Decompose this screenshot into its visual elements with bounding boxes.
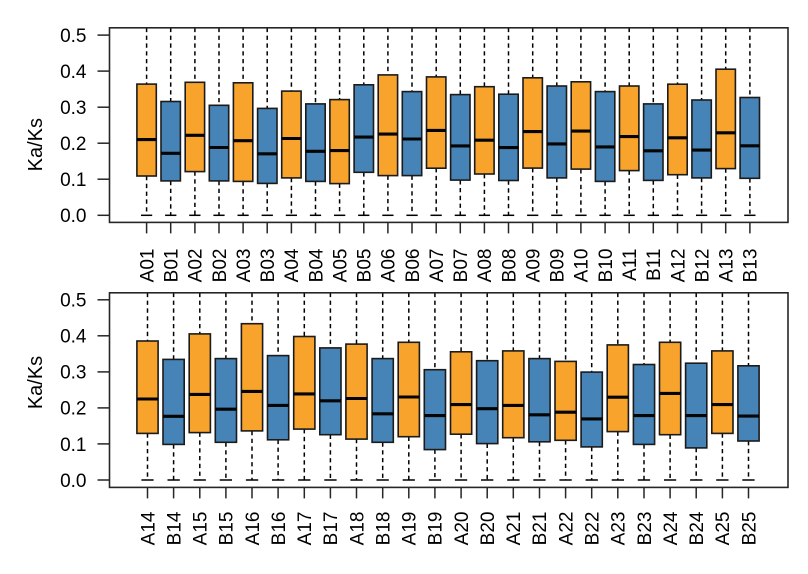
svg-text:A20: A20 — [452, 512, 473, 546]
svg-text:0.2: 0.2 — [60, 399, 86, 420]
svg-text:B16: B16 — [269, 512, 290, 546]
svg-text:0.5: 0.5 — [60, 291, 86, 312]
svg-text:B11: B11 — [644, 249, 665, 281]
svg-text:A01: A01 — [137, 249, 158, 283]
svg-text:B08: B08 — [499, 249, 520, 283]
svg-text:B19: B19 — [426, 512, 447, 546]
svg-text:A07: A07 — [427, 249, 448, 283]
svg-text:A22: A22 — [556, 512, 577, 546]
svg-text:0.4: 0.4 — [60, 327, 87, 348]
svg-text:0.1: 0.1 — [60, 170, 86, 191]
svg-text:B20: B20 — [478, 512, 499, 546]
svg-text:A12: A12 — [668, 249, 689, 283]
svg-text:A06: A06 — [379, 249, 400, 283]
svg-text:B09: B09 — [548, 249, 569, 283]
svg-text:B02: B02 — [210, 249, 231, 283]
svg-text:B04: B04 — [306, 248, 327, 282]
svg-text:B03: B03 — [258, 249, 279, 283]
svg-text:A08: A08 — [475, 249, 496, 283]
svg-text:A09: A09 — [524, 249, 545, 283]
svg-text:A10: A10 — [572, 249, 593, 283]
svg-text:A19: A19 — [400, 512, 421, 546]
svg-text:B21: B21 — [530, 512, 551, 546]
svg-text:A24: A24 — [661, 511, 682, 545]
svg-text:A04: A04 — [282, 248, 303, 282]
svg-text:0.3: 0.3 — [60, 98, 86, 119]
svg-text:B24: B24 — [687, 511, 708, 545]
svg-text:B13: B13 — [741, 249, 762, 283]
svg-text:0.2: 0.2 — [60, 134, 86, 155]
svg-text:A13: A13 — [717, 249, 738, 283]
svg-text:A15: A15 — [191, 512, 212, 546]
svg-text:A21: A21 — [504, 512, 525, 546]
svg-text:0.3: 0.3 — [60, 363, 86, 384]
svg-text:A17: A17 — [295, 512, 316, 546]
svg-text:0.1: 0.1 — [60, 435, 86, 456]
svg-text:A05: A05 — [330, 249, 351, 283]
svg-text:Ka/Ks: Ka/Ks — [25, 118, 47, 171]
svg-text:B10: B10 — [596, 249, 617, 283]
svg-text:B23: B23 — [635, 512, 656, 546]
svg-text:A25: A25 — [713, 512, 734, 546]
svg-text:B15: B15 — [217, 512, 238, 546]
svg-text:0.0: 0.0 — [60, 206, 86, 227]
svg-text:A11: A11 — [620, 249, 641, 281]
svg-text:B18: B18 — [374, 512, 395, 546]
svg-text:A18: A18 — [347, 512, 368, 546]
svg-text:B14: B14 — [164, 511, 185, 545]
svg-text:A02: A02 — [186, 249, 207, 283]
svg-text:0.5: 0.5 — [60, 26, 86, 47]
svg-text:B17: B17 — [321, 512, 342, 546]
svg-text:A03: A03 — [234, 249, 255, 283]
svg-text:A14: A14 — [138, 511, 159, 545]
svg-text:B05: B05 — [355, 249, 376, 283]
svg-text:0.4: 0.4 — [60, 62, 87, 83]
svg-text:A16: A16 — [243, 512, 264, 546]
svg-text:B06: B06 — [403, 249, 424, 283]
svg-text:Ka/Ks: Ka/Ks — [25, 356, 47, 409]
svg-text:B07: B07 — [451, 249, 472, 283]
svg-text:B22: B22 — [583, 512, 604, 546]
svg-text:A23: A23 — [609, 512, 630, 546]
svg-text:0.0: 0.0 — [60, 471, 86, 492]
svg-text:B01: B01 — [162, 249, 183, 283]
svg-text:B12: B12 — [692, 249, 713, 283]
svg-text:B25: B25 — [739, 512, 760, 546]
